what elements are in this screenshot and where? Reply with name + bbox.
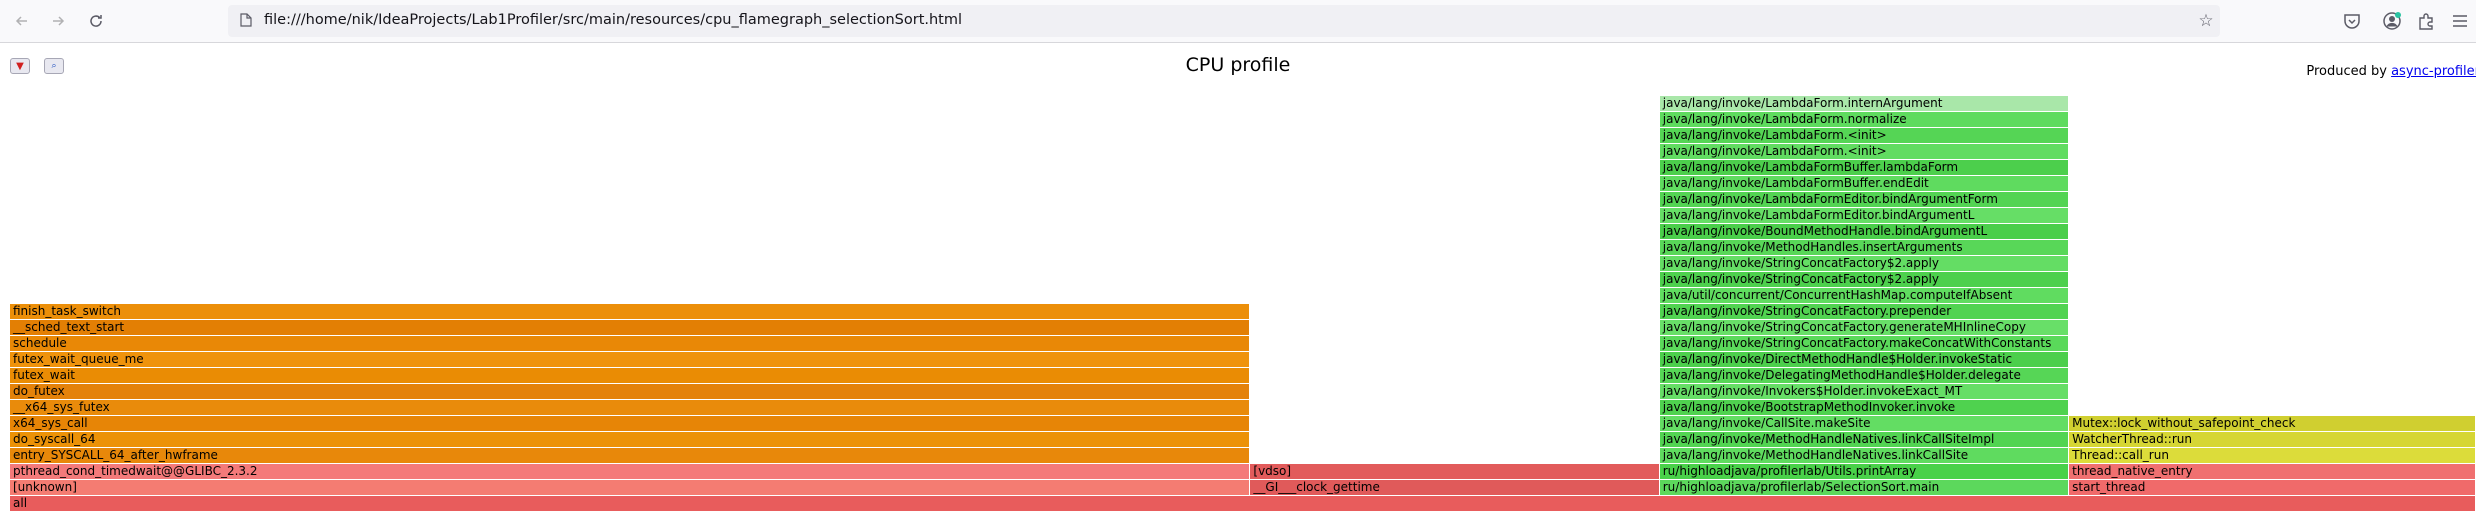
flame-frame[interactable]: [vdso] bbox=[1250, 464, 1660, 479]
page-title: CPU profile bbox=[1185, 54, 1291, 76]
produced-by: Produced by async-profiler bbox=[2306, 64, 2476, 79]
flame-frame[interactable]: Mutex::lock_without_safepoint_check bbox=[2069, 416, 2476, 431]
flame-frame[interactable]: pthread_cond_timedwait@@GLIBC_2.3.2 bbox=[10, 464, 1251, 479]
forward-icon bbox=[53, 16, 65, 26]
flame-frame[interactable]: entry_SYSCALL_64_after_hwframe bbox=[10, 448, 1251, 463]
extensions-icon bbox=[2419, 13, 2433, 30]
flame-frame[interactable]: java/lang/invoke/LambdaForm.internArgume… bbox=[1659, 96, 2070, 111]
async-profiler-link[interactable]: async-profiler bbox=[2391, 64, 2476, 79]
browser-toolbar: file:///home/nik/IdeaProjects/Lab1Profil… bbox=[0, 0, 2476, 43]
flame-frame[interactable]: schedule bbox=[10, 336, 1251, 351]
menu-icon bbox=[2453, 15, 2467, 27]
flame-frame[interactable]: x64_sys_call bbox=[10, 416, 1251, 431]
search-button[interactable]: ⌕ bbox=[44, 58, 64, 74]
flame-frame[interactable]: java/lang/invoke/BootstrapMethodInvoker.… bbox=[1659, 400, 2070, 415]
flame-frame[interactable]: WatcherThread::run bbox=[2069, 432, 2476, 447]
bookmark-star-button[interactable]: ☆ bbox=[2194, 9, 2218, 33]
account-button[interactable] bbox=[2380, 9, 2404, 33]
forward-button[interactable] bbox=[44, 7, 72, 35]
file-icon bbox=[240, 13, 252, 27]
flame-frame[interactable]: java/lang/invoke/MethodHandles.insertArg… bbox=[1659, 240, 2070, 255]
url-bar[interactable]: file:///home/nik/IdeaProjects/Lab1Profil… bbox=[228, 5, 2220, 37]
menu-button[interactable] bbox=[2448, 9, 2472, 33]
flame-frame[interactable]: java/lang/invoke/LambdaFormEditor.bindAr… bbox=[1659, 192, 2070, 207]
flame-frame[interactable]: java/lang/invoke/DelegatingMethodHandle$… bbox=[1659, 368, 2070, 383]
flame-frame[interactable]: java/lang/invoke/LambdaForm.normalize bbox=[1659, 112, 2070, 127]
star-icon: ☆ bbox=[2198, 11, 2214, 31]
flame-frame[interactable]: [unknown] bbox=[10, 480, 1251, 495]
extensions-button[interactable] bbox=[2414, 9, 2438, 33]
back-icon bbox=[15, 16, 27, 26]
produced-by-text: Produced by bbox=[2306, 64, 2392, 79]
pocket-icon bbox=[2344, 14, 2360, 29]
flame-frame[interactable]: java/lang/invoke/MethodHandleNatives.lin… bbox=[1659, 448, 2070, 463]
flame-frame[interactable]: do_futex bbox=[10, 384, 1251, 399]
flame-frame[interactable]: java/lang/invoke/DirectMethodHandle$Hold… bbox=[1659, 352, 2070, 367]
flame-frame[interactable]: java/lang/invoke/MethodHandleNatives.lin… bbox=[1659, 432, 2070, 447]
flame-frame[interactable]: java/lang/invoke/BoundMethodHandle.bindA… bbox=[1659, 224, 2070, 239]
flame-frame[interactable]: java/lang/invoke/StringConcatFactory.mak… bbox=[1659, 336, 2070, 351]
triangle-down-icon: ▼ bbox=[16, 60, 24, 72]
flame-frame[interactable]: finish_task_switch bbox=[10, 304, 1251, 319]
pocket-button[interactable] bbox=[2340, 9, 2364, 33]
flame-frame[interactable]: __x64_sys_futex bbox=[10, 400, 1251, 415]
flame-frame[interactable]: ru/highloadjava/profilerlab/SelectionSor… bbox=[1659, 480, 2070, 495]
flame-frame[interactable]: java/lang/invoke/StringConcatFactory$2.a… bbox=[1659, 272, 2070, 287]
flame-frame[interactable]: java/lang/invoke/Invokers$Holder.invokeE… bbox=[1659, 384, 2070, 399]
flame-frame[interactable]: all bbox=[10, 496, 2476, 511]
flame-frame[interactable]: futex_wait_queue_me bbox=[10, 352, 1251, 367]
reverse-button[interactable]: ▼ bbox=[10, 58, 30, 74]
reload-icon bbox=[90, 15, 102, 27]
flame-frame[interactable]: java/lang/invoke/LambdaFormBuffer.endEdi… bbox=[1659, 176, 2070, 191]
url-text: file:///home/nik/IdeaProjects/Lab1Profil… bbox=[264, 12, 963, 28]
search-icon: ⌕ bbox=[51, 61, 57, 71]
reload-button[interactable] bbox=[82, 7, 110, 35]
back-button[interactable] bbox=[8, 7, 36, 35]
flame-frame[interactable]: futex_wait bbox=[10, 368, 1251, 383]
account-icon bbox=[2383, 12, 2401, 30]
flame-frame[interactable]: java/lang/invoke/StringConcatFactory.gen… bbox=[1659, 320, 2070, 335]
flame-frame[interactable]: java/lang/invoke/LambdaFormEditor.bindAr… bbox=[1659, 208, 2070, 223]
flame-frame[interactable]: java/lang/invoke/LambdaFormBuffer.lambda… bbox=[1659, 160, 2070, 175]
flame-frame[interactable]: do_syscall_64 bbox=[10, 432, 1251, 447]
flame-frame[interactable]: thread_native_entry bbox=[2069, 464, 2476, 479]
flame-frame[interactable]: java/util/concurrent/ConcurrentHashMap.c… bbox=[1659, 288, 2070, 303]
flame-frame[interactable]: java/lang/invoke/LambdaForm.<init> bbox=[1659, 144, 2070, 159]
flame-frame[interactable]: __GI___clock_gettime bbox=[1250, 480, 1660, 495]
flame-frame[interactable]: java/lang/invoke/CallSite.makeSite bbox=[1659, 416, 2070, 431]
flame-frame[interactable]: Thread::call_run bbox=[2069, 448, 2476, 463]
flame-frame[interactable]: java/lang/invoke/LambdaForm.<init> bbox=[1659, 128, 2070, 143]
flame-frame[interactable]: java/lang/invoke/StringConcatFactory.pre… bbox=[1659, 304, 2070, 319]
flame-frame[interactable]: __sched_text_start bbox=[10, 320, 1251, 335]
flame-frame[interactable]: start_thread bbox=[2069, 480, 2476, 495]
flame-frame[interactable]: java/lang/invoke/StringConcatFactory$2.a… bbox=[1659, 256, 2070, 271]
flame-frame[interactable]: ru/highloadjava/profilerlab/Utils.printA… bbox=[1659, 464, 2070, 479]
